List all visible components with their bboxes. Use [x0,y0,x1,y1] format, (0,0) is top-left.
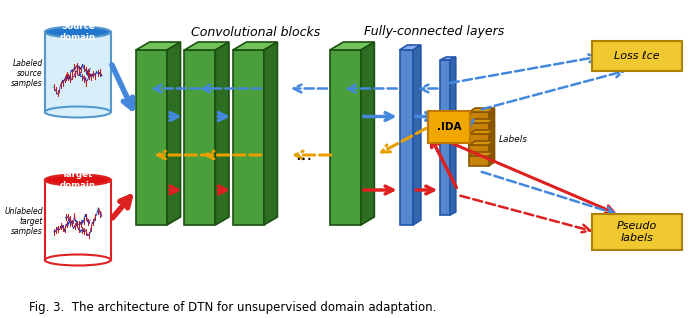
Polygon shape [469,112,489,122]
Polygon shape [469,108,494,112]
FancyBboxPatch shape [592,214,682,250]
Text: Labels: Labels [498,135,527,144]
Polygon shape [469,119,494,123]
Text: Target
domain: Target domain [60,170,96,190]
Text: Pseudo
labels: Pseudo labels [617,221,657,243]
Polygon shape [489,141,494,155]
Text: .IDA: .IDA [437,122,461,132]
Polygon shape [136,50,167,225]
Polygon shape [360,42,374,225]
Ellipse shape [45,175,111,185]
Text: Loss ℓce: Loss ℓce [614,51,660,61]
FancyBboxPatch shape [45,180,111,260]
Text: Labeled
source
samples: Labeled source samples [11,59,43,88]
Polygon shape [167,42,181,225]
Polygon shape [264,42,277,225]
Text: Fig. 3.  The architecture of DTN for unsupervised domain adaptation.: Fig. 3. The architecture of DTN for unsu… [29,301,437,315]
Polygon shape [469,141,494,145]
Polygon shape [400,50,413,225]
Text: Convolutional blocks: Convolutional blocks [190,25,320,38]
Polygon shape [440,57,456,60]
Polygon shape [440,60,450,215]
Polygon shape [330,50,360,225]
Polygon shape [136,42,181,50]
FancyBboxPatch shape [428,111,470,143]
Polygon shape [413,45,421,225]
Polygon shape [450,57,456,215]
Polygon shape [469,134,489,144]
Text: Unlabeled
target
samples: Unlabeled target samples [4,207,43,237]
Polygon shape [489,108,494,122]
Polygon shape [469,130,494,134]
Polygon shape [233,42,277,50]
Polygon shape [489,152,494,166]
Ellipse shape [45,107,111,117]
Text: Source
domain: Source domain [60,22,96,42]
Text: Fully-connected layers: Fully-connected layers [364,25,505,38]
Polygon shape [400,45,421,50]
Polygon shape [184,50,216,225]
Polygon shape [489,119,494,133]
Polygon shape [469,145,489,155]
Polygon shape [330,42,374,50]
Text: ...: ... [295,146,312,164]
Polygon shape [469,123,489,133]
Polygon shape [469,156,489,166]
FancyBboxPatch shape [592,41,682,71]
Ellipse shape [45,254,111,266]
Ellipse shape [45,26,111,38]
Polygon shape [233,50,264,225]
FancyBboxPatch shape [45,32,111,112]
Polygon shape [184,42,229,50]
Polygon shape [489,130,494,144]
Polygon shape [216,42,229,225]
Polygon shape [469,152,494,156]
